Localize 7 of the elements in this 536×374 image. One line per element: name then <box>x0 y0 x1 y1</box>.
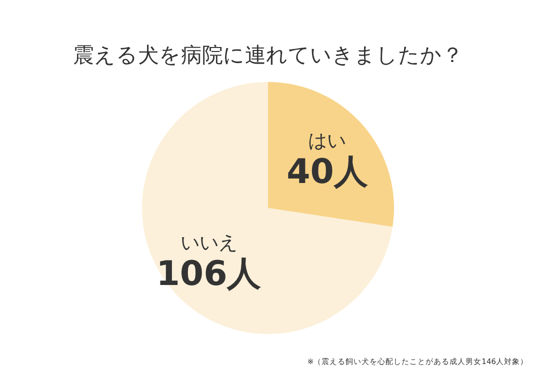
data-label: 40人 <box>286 152 369 192</box>
slice-label: はい <box>308 130 346 152</box>
chart-title: 震える犬を病院に連れていきましたか？ <box>73 43 463 67</box>
data-label: 106人 <box>156 254 262 294</box>
pie-slice <box>142 82 393 334</box>
slice-label: いいえ <box>180 232 238 254</box>
pie-slice <box>268 82 394 227</box>
